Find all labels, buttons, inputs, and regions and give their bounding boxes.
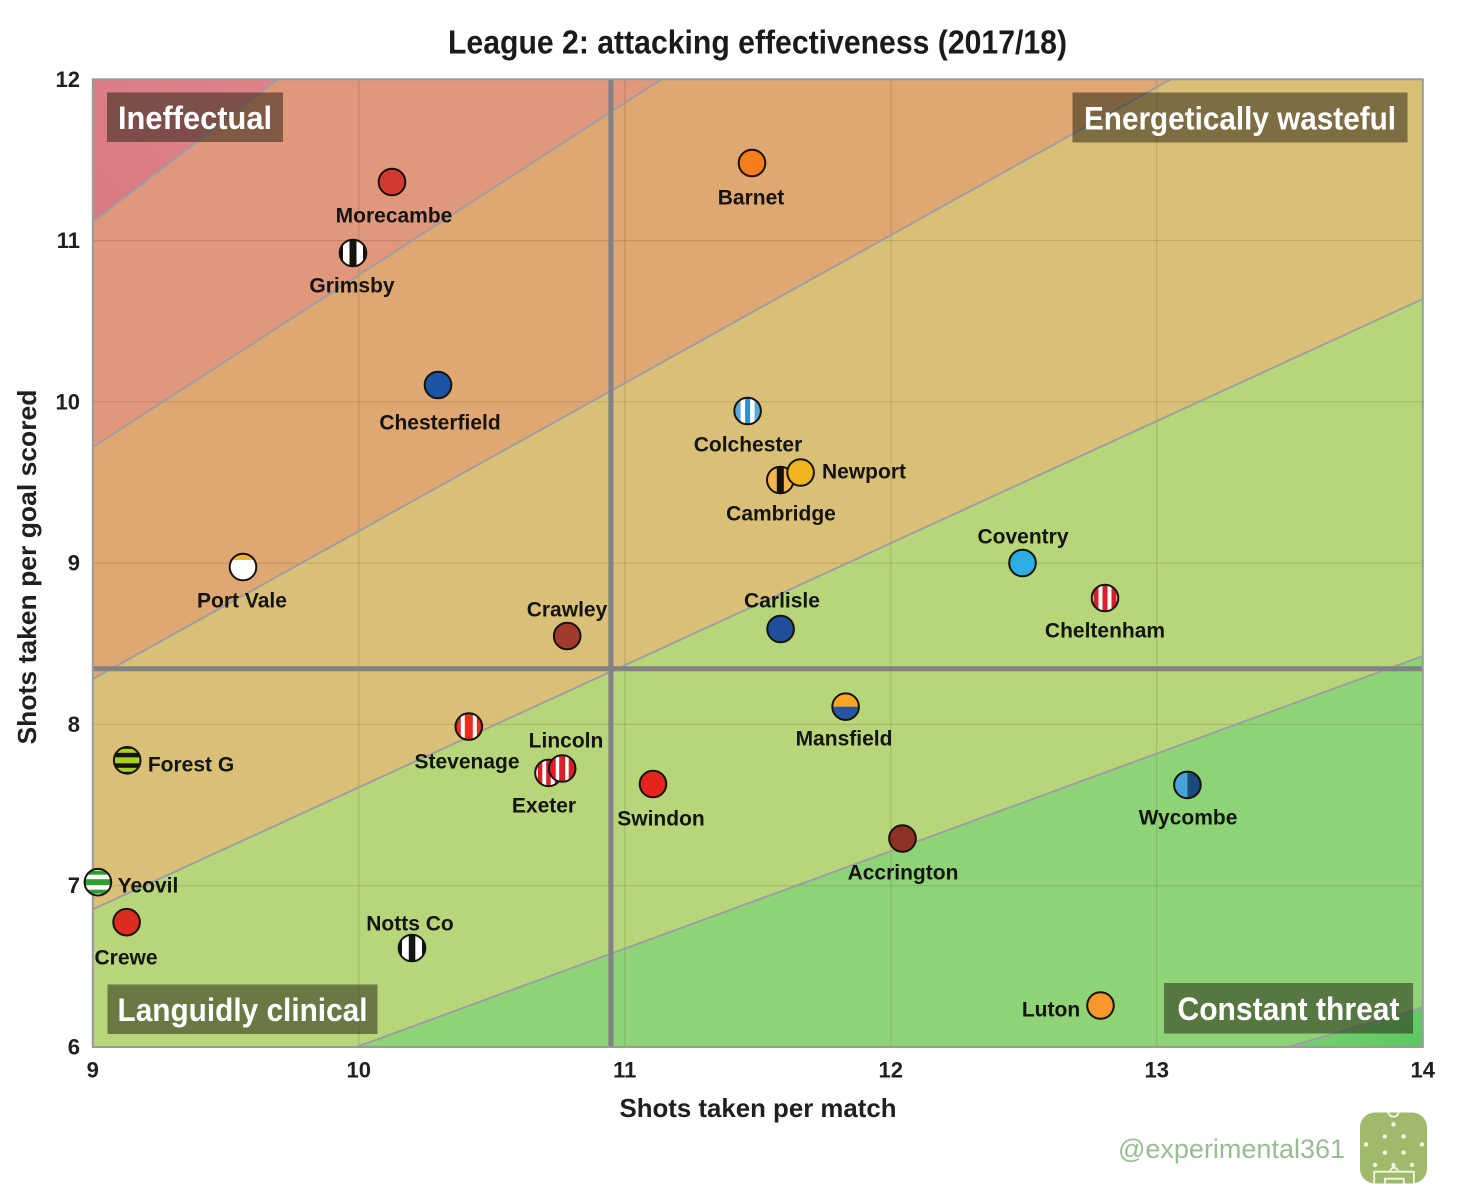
svg-text:Shots taken per goal scored: Shots taken per goal scored [12, 390, 42, 745]
svg-text:12: 12 [879, 1058, 903, 1083]
svg-text:13: 13 [1145, 1058, 1169, 1083]
svg-text:Ineffectual: Ineffectual [118, 100, 272, 136]
svg-text:League 2: attacking effectiven: League 2: attacking effectiveness (2017/… [448, 24, 1067, 61]
svg-text:Wycombe: Wycombe [1139, 807, 1238, 830]
svg-text:11: 11 [57, 228, 80, 253]
svg-text:8: 8 [68, 712, 80, 737]
svg-text:Morecambe: Morecambe [336, 205, 453, 228]
svg-text:Crawley: Crawley [527, 599, 608, 622]
svg-text:Lincoln: Lincoln [529, 730, 604, 753]
svg-text:Colchester: Colchester [694, 434, 803, 457]
svg-text:9: 9 [87, 1058, 99, 1083]
svg-text:Newport: Newport [822, 461, 906, 484]
svg-text:Luton: Luton [1022, 999, 1080, 1022]
svg-text:10: 10 [56, 389, 80, 414]
svg-text:Energetically wasteful: Energetically wasteful [1084, 101, 1396, 137]
svg-text:Coventry: Coventry [977, 526, 1068, 549]
svg-text:Shots taken per match: Shots taken per match [620, 1093, 897, 1123]
svg-text:Notts Co: Notts Co [366, 913, 454, 936]
svg-text:Cheltenham: Cheltenham [1045, 620, 1165, 643]
svg-text:9: 9 [68, 551, 80, 576]
svg-text:Carlisle: Carlisle [744, 590, 820, 613]
svg-text:@experimental361: @experimental361 [1118, 1134, 1345, 1164]
svg-text:11: 11 [613, 1058, 636, 1083]
svg-text:Port Vale: Port Vale [197, 590, 287, 613]
svg-text:Forest G: Forest G [148, 754, 234, 777]
svg-text:Barnet: Barnet [718, 187, 785, 210]
svg-text:Chesterfield: Chesterfield [379, 412, 500, 435]
svg-text:Constant threat: Constant threat [1178, 991, 1400, 1027]
svg-text:Stevenage: Stevenage [414, 751, 519, 774]
svg-text:Crewe: Crewe [94, 947, 157, 970]
svg-text:Grimsby: Grimsby [309, 275, 395, 298]
svg-text:Exeter: Exeter [512, 795, 576, 818]
svg-text:Cambridge: Cambridge [726, 503, 836, 526]
svg-text:Languidly clinical: Languidly clinical [118, 992, 368, 1028]
svg-text:Accrington: Accrington [848, 862, 959, 885]
svg-text:12: 12 [56, 67, 80, 92]
svg-text:7: 7 [68, 873, 80, 898]
svg-text:14: 14 [1411, 1058, 1436, 1083]
svg-text:Swindon: Swindon [617, 808, 705, 831]
svg-text:Mansfield: Mansfield [796, 728, 893, 751]
svg-text:10: 10 [347, 1058, 371, 1083]
svg-text:6: 6 [68, 1035, 80, 1060]
svg-text:Yeovil: Yeovil [118, 875, 179, 898]
